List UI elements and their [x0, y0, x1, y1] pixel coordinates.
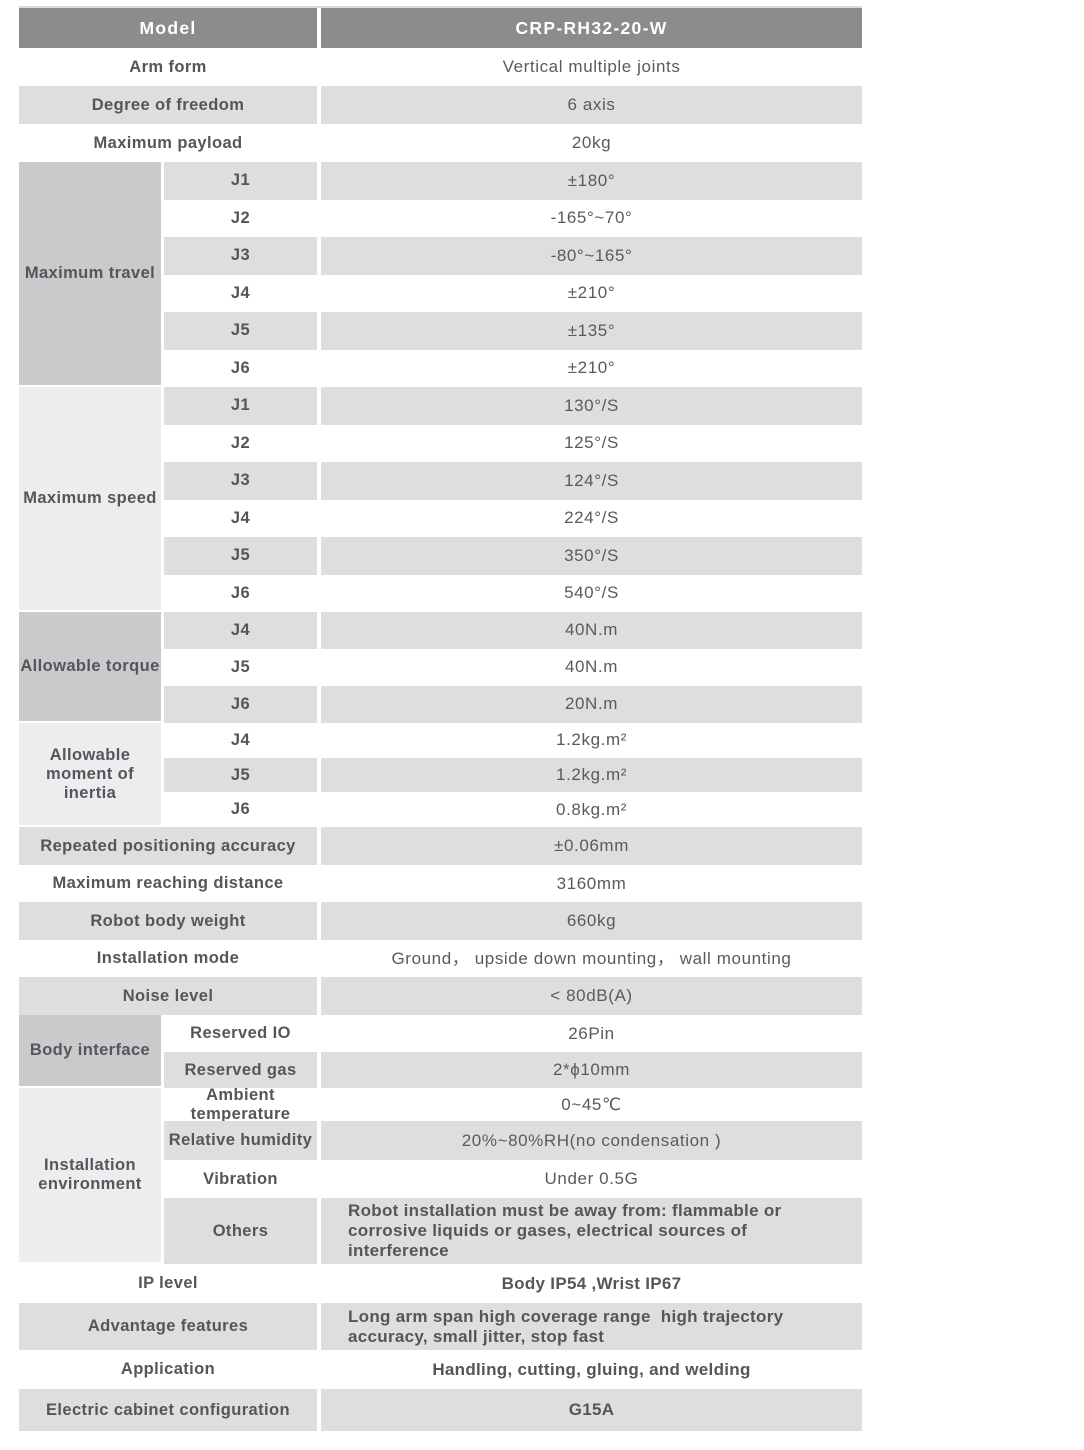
degree-of-freedom-label: Degree of freedom	[19, 86, 317, 124]
speed-j2-value: 125°/S	[564, 433, 619, 453]
speed-j4-key: J4	[230, 508, 251, 527]
speed-j2-key: J2	[230, 433, 251, 452]
degree-of-freedom-value: 6 axis	[321, 86, 862, 124]
speed-j1-value: 130°/S	[321, 387, 862, 425]
electric-cabinet-configuration-value: G15A	[321, 1389, 862, 1432]
installation-mode-label: Installation mode	[96, 949, 240, 968]
middle-rows: Repeated positioning accuracy ±0.06mm Ma…	[19, 827, 862, 1016]
allowable-inertia-section: Allowable moment of inertia J4 1.2kg.m² …	[19, 723, 862, 828]
travel-j5-value: ±135°	[321, 312, 862, 350]
inertia-j6-value: 0.8kg.m²	[556, 799, 627, 819]
maximum-travel-title: Maximum travel	[19, 162, 161, 387]
noise-level-label: Noise level	[19, 977, 317, 1016]
others-key: Others	[164, 1198, 317, 1265]
travel-j1-key: J1	[164, 162, 317, 200]
advantage-features-value: Long arm span high coverage range high t…	[321, 1303, 862, 1351]
travel-j2-key: J2	[230, 208, 251, 227]
travel-j6-value: ±210°	[567, 358, 616, 378]
speed-j3-key: J3	[164, 462, 317, 500]
relative-humidity-key: Relative humidity	[164, 1121, 317, 1161]
maximum-reaching-distance-value: 3160mm	[556, 873, 627, 893]
ip-level-value: Body IP54 ,Wrist IP67	[501, 1273, 682, 1293]
reserved-gas-key: Reserved gas	[164, 1052, 317, 1089]
model-header-value: CRP-RH32-20-W	[321, 8, 862, 48]
travel-j3-value: -80°~165°	[321, 237, 862, 275]
travel-j2-value: -165°~70°	[550, 208, 633, 228]
bottom-rows: IP level Body IP54 ,Wrist IP67 Advantage…	[19, 1264, 862, 1432]
robot-spec-table: Model CRP-RH32-20-W Arm form Vertical mu…	[19, 6, 862, 1432]
body-interface-title: Body interface	[19, 1015, 161, 1089]
advantage-features-label: Advantage features	[19, 1303, 317, 1351]
general-rows: Arm form Vertical multiple joints Degree…	[19, 48, 862, 162]
inertia-j5-key: J5	[164, 757, 317, 793]
repeated-positioning-accuracy-value: ±0.06mm	[321, 827, 862, 866]
robot-body-weight-label: Robot body weight	[19, 902, 317, 941]
speed-j4-value: 224°/S	[564, 508, 619, 528]
speed-j6-key: J6	[230, 583, 251, 602]
travel-j1-value: ±180°	[321, 162, 862, 200]
table-top-border	[19, 6, 862, 8]
allowable-torque-section: Allowable torque J4 40N.m J5 40N.m J6 20…	[19, 612, 862, 723]
allowable-inertia-title: Allowable moment of inertia	[19, 723, 161, 828]
torque-j5-value: 40N.m	[564, 657, 619, 677]
inertia-j5-value: 1.2kg.m²	[321, 757, 862, 793]
speed-j1-key: J1	[164, 387, 317, 425]
speed-j6-value: 540°/S	[564, 583, 619, 603]
torque-j4-key: J4	[164, 612, 317, 649]
torque-j4-value: 40N.m	[321, 612, 862, 649]
application-value: Handling, cutting, gluing, and welding	[432, 1359, 751, 1379]
others-value: Robot installation must be away from: fl…	[321, 1198, 862, 1265]
vibration-key: Vibration	[203, 1169, 278, 1188]
allowable-torque-title: Allowable torque	[19, 612, 161, 723]
maximum-payload-value: 20kg	[571, 132, 612, 152]
ip-level-label: IP level	[138, 1274, 198, 1293]
maximum-reaching-distance-label: Maximum reaching distance	[52, 874, 284, 893]
vibration-value: Under 0.5G	[544, 1169, 639, 1189]
inertia-j4-key: J4	[230, 730, 251, 749]
reserved-io-key: Reserved IO	[190, 1024, 291, 1043]
installation-environment-section: Installation environment Ambient tempera…	[19, 1088, 862, 1265]
header-row: Model CRP-RH32-20-W	[19, 8, 862, 48]
robot-body-weight-value: 660kg	[321, 902, 862, 941]
speed-j3-value: 124°/S	[321, 462, 862, 500]
maximum-speed-section: Maximum speed J1 130°/S J2 125°/S J3 124…	[19, 387, 862, 612]
torque-j5-key: J5	[230, 658, 251, 677]
body-interface-section: Body interface Reserved IO 26Pin Reserve…	[19, 1015, 862, 1089]
relative-humidity-value: 20%~80%RH(no condensation )	[321, 1121, 862, 1161]
speed-j5-key: J5	[164, 537, 317, 575]
reserved-gas-value: 2*ϕ10mm	[321, 1052, 862, 1089]
inertia-j6-key: J6	[230, 800, 251, 819]
travel-j3-key: J3	[164, 237, 317, 275]
travel-j6-key: J6	[230, 358, 251, 377]
electric-cabinet-configuration-label: Electric cabinet configuration	[19, 1389, 317, 1432]
speed-j5-value: 350°/S	[321, 537, 862, 575]
model-header-label: Model	[19, 8, 317, 48]
reserved-io-value: 26Pin	[568, 1023, 615, 1043]
ambient-temperature-key: Ambient temperature	[190, 1088, 291, 1122]
application-label: Application	[120, 1360, 216, 1379]
inertia-j4-value: 1.2kg.m²	[556, 730, 627, 750]
maximum-speed-title: Maximum speed	[19, 387, 161, 612]
torque-j6-value: 20N.m	[321, 686, 862, 723]
ambient-temperature-value: 0~45℃	[561, 1094, 622, 1114]
travel-j4-key: J4	[230, 283, 251, 302]
travel-j4-value: ±210°	[567, 283, 616, 303]
torque-j6-key: J6	[164, 686, 317, 723]
travel-j5-key: J5	[164, 312, 317, 350]
maximum-payload-label: Maximum payload	[93, 133, 243, 152]
arm-form-label: Arm form	[129, 57, 207, 76]
noise-level-value: < 80dB(A)	[321, 977, 862, 1016]
maximum-travel-section: Maximum travel J1 ±180° J2 -165°~70° J3 …	[19, 162, 862, 387]
installation-mode-value: Ground， upside down mounting， wall mount…	[391, 948, 792, 968]
installation-environment-title: Installation environment	[19, 1088, 161, 1265]
arm-form-value: Vertical multiple joints	[502, 56, 681, 76]
repeated-positioning-accuracy-label: Repeated positioning accuracy	[19, 827, 317, 866]
